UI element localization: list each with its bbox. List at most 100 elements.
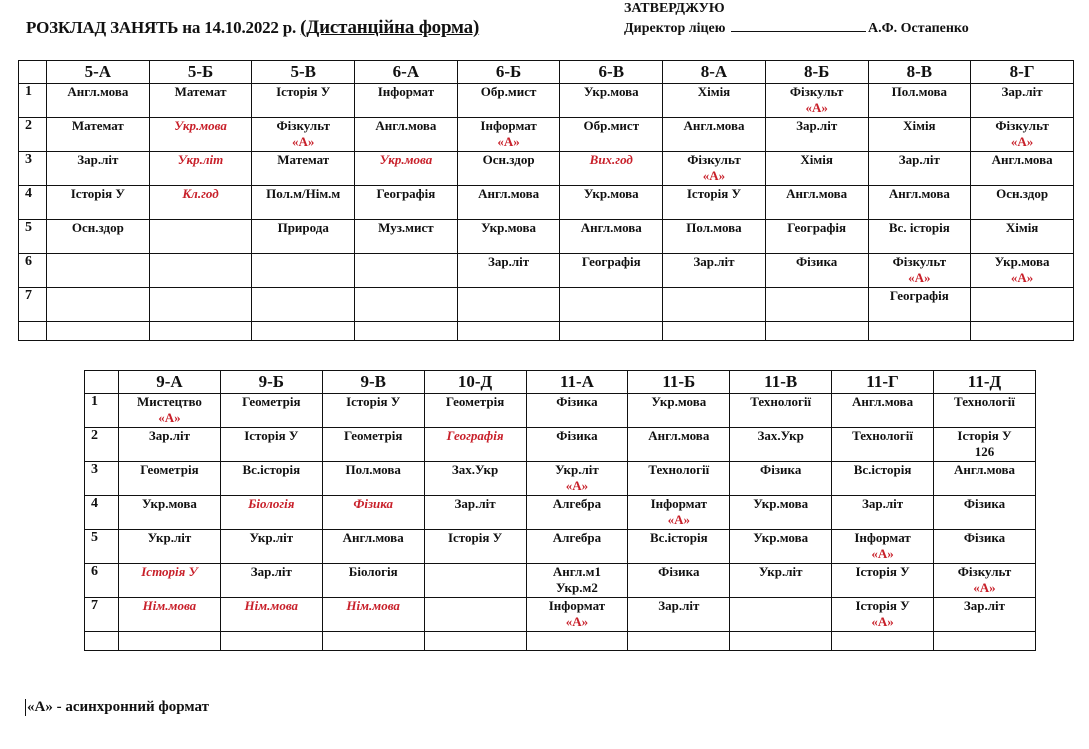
lesson-cell: Нім.мова [321, 597, 425, 632]
subject-name: Укр.мова [583, 84, 639, 99]
lesson-number: 5 [84, 529, 119, 564]
subject-name: Обр.мист [480, 84, 537, 99]
subject-name: Укр.мова [583, 186, 639, 201]
lesson-row: 5 Осн.здор Природа Муз.мист Укр.мова Англ.мов… [18, 219, 1074, 254]
lesson-cell [251, 287, 356, 322]
lesson-cell: Зар.літ [970, 83, 1074, 118]
subject-name: Зар.літ [693, 254, 735, 269]
lesson-cell: Фізика [321, 495, 425, 530]
lesson-cell: Укр.мова [729, 529, 833, 564]
empty-cell [84, 631, 119, 651]
lesson-cell: Технології [933, 393, 1036, 428]
subject-name: Інформат [377, 84, 435, 99]
lesson-cell: Технології [831, 427, 934, 462]
class-header: 5-А [46, 60, 150, 84]
subject-name: Зар.літ [898, 152, 940, 167]
lesson-cell: Фізкульт «А» [251, 117, 356, 152]
lesson-row: 4 Укр.мова Біологія Фізика Зар.літ Алгебра Інф… [84, 495, 1036, 530]
lesson-row: 1 Англ.мова Математ Історія У Інформат Обр.ми… [18, 83, 1074, 118]
lesson-cell: Інформат «А» [831, 529, 934, 564]
empty-cell [933, 631, 1036, 651]
lesson-number: 7 [84, 597, 119, 632]
empty-cell [729, 631, 833, 651]
lesson-cell: Вс.історія [831, 461, 934, 496]
lesson-cell: Обр.мист [559, 117, 664, 152]
lesson-number: 1 [84, 393, 119, 428]
lesson-cell: Зар.літ [118, 427, 221, 462]
lesson-cell: Зар.літ [627, 597, 731, 632]
empty-cell [867, 321, 972, 341]
subject-name: Англ.мова [888, 186, 950, 201]
lesson-cell: Фізкульт «А» [867, 253, 972, 288]
subject-name: Вс.історія [242, 462, 301, 477]
lesson-cell: Фізкульт «А» [933, 563, 1036, 598]
lesson-cell: Пол.мова [662, 219, 766, 254]
class-header: 6-В [559, 60, 664, 84]
subject-name: Англ.м1 [552, 564, 601, 579]
subject-name: Хімія [697, 84, 731, 99]
lesson-cell: Зах.Укр [729, 427, 833, 462]
async-mark: «А» [1010, 270, 1034, 285]
title-form: (Дистанційна форма) [300, 17, 480, 38]
lesson-cell: Зар.літ [46, 151, 150, 186]
subject-name: Укр.літ [177, 152, 224, 167]
subject-name: Інформат [548, 598, 606, 613]
class-header: 10-Д [423, 370, 527, 394]
subject-name: Алгебра [552, 496, 602, 511]
lesson-cell: Вс.історія [219, 461, 323, 496]
lesson-cell: Укр.мова [729, 495, 833, 530]
subject-name: Фізика [658, 564, 700, 579]
subject-name: Фізика [963, 530, 1006, 545]
lesson-row: 7 Нім.мова Нім.мова Нім.мова Інформат «А» Зар.… [84, 597, 1036, 632]
lesson-cell: Укр.літ [148, 151, 253, 186]
subject-name: Фізкульт [687, 152, 741, 167]
class-header: 11-Д [933, 370, 1036, 394]
lesson-cell: Зар.літ [933, 597, 1036, 632]
lesson-cell: Історія У «А» [831, 597, 934, 632]
lesson-cell: Укр.мова [354, 151, 458, 186]
lesson-cell: Англ.мова [627, 427, 731, 462]
subject-name-line2: 126 [974, 444, 995, 459]
lesson-cell: Вс. історія [867, 219, 972, 254]
subject-name: Англ.мова [375, 118, 437, 133]
lesson-cell: Хімія [867, 117, 972, 152]
async-mark: «А» [908, 270, 931, 285]
subject-name: Зар.літ [454, 496, 496, 511]
subject-name: Математ [277, 152, 330, 167]
director-label: Директор ліцею [624, 21, 726, 36]
lesson-cell [148, 219, 253, 254]
lesson-row: 4 Історія У Кл.год Пол.м/Нім.м Географія Англ… [18, 185, 1074, 220]
corner-cell [18, 60, 47, 84]
subject-name: Фізика [353, 496, 394, 511]
subject-name: Інформат [650, 496, 708, 511]
lesson-row: 7 Географія [18, 287, 1074, 322]
subject-name: Біологія [248, 496, 295, 511]
lesson-cell: Нім.мова [219, 597, 323, 632]
lesson-cell: Англ.мова [867, 185, 972, 220]
lesson-cell: Географія [354, 185, 458, 220]
empty-cell [831, 631, 934, 651]
subject-name: Історія У [447, 530, 503, 545]
subject-name: Пол.мова [686, 220, 742, 235]
empty-cell [251, 321, 356, 341]
lesson-cell [559, 287, 664, 322]
class-header: 5-В [251, 60, 356, 84]
lesson-cell: Фізика [525, 427, 629, 462]
async-mark: «А» [667, 512, 690, 527]
subject-name: Історія У [957, 428, 1012, 443]
lesson-cell: Зар.літ [423, 495, 527, 530]
lesson-cell: Природа [251, 219, 356, 254]
subject-name: Укр.літ [758, 564, 803, 579]
subject-name: Укр.мова [379, 152, 433, 167]
lesson-cell: Біологія [321, 563, 425, 598]
subject-name: Географія [376, 186, 436, 201]
lesson-cell: Біологія [219, 495, 323, 530]
lesson-number: 6 [18, 253, 47, 288]
lesson-cell: Історія У [831, 563, 934, 598]
lesson-cell: Англ.мова [764, 185, 869, 220]
lesson-cell: Мистецтво «А» [118, 393, 221, 428]
subject-name: Нім.мова [346, 598, 400, 613]
subject-name: Фізика [760, 462, 802, 477]
lesson-cell: Математ [251, 151, 356, 186]
lesson-cell [354, 253, 458, 288]
